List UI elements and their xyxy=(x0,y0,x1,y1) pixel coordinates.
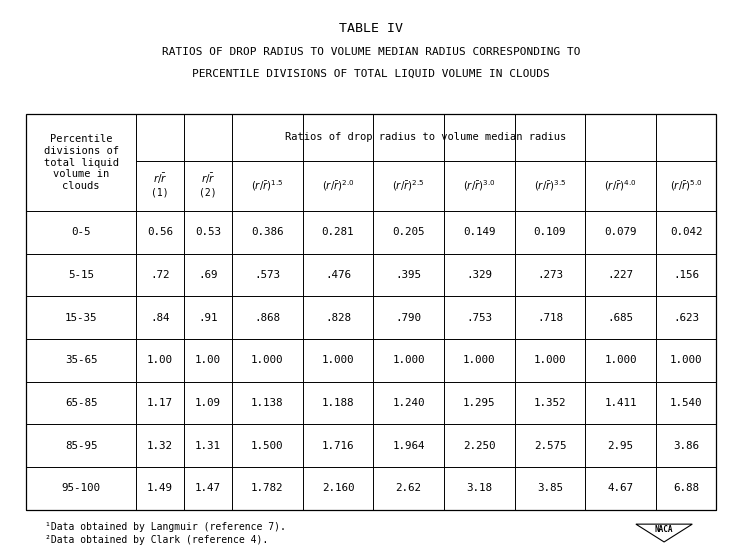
Text: 1.49: 1.49 xyxy=(147,483,173,494)
Text: .718: .718 xyxy=(537,312,563,323)
Text: .573: .573 xyxy=(255,270,280,280)
Text: $r/\bar{r}$: $r/\bar{r}$ xyxy=(153,172,168,186)
Text: 0.56: 0.56 xyxy=(147,227,173,237)
Text: 0.109: 0.109 xyxy=(533,227,566,237)
Text: 2.250: 2.250 xyxy=(463,441,496,451)
Text: 1.295: 1.295 xyxy=(463,398,496,408)
Text: PERCENTILE DIVISIONS OF TOTAL LIQUID VOLUME IN CLOUDS: PERCENTILE DIVISIONS OF TOTAL LIQUID VOL… xyxy=(192,69,550,79)
Text: 3.18: 3.18 xyxy=(466,483,492,494)
Text: 1.17: 1.17 xyxy=(147,398,173,408)
Text: 2.95: 2.95 xyxy=(608,441,634,451)
Text: 85-95: 85-95 xyxy=(65,441,97,451)
Text: .69: .69 xyxy=(198,270,217,280)
Text: .828: .828 xyxy=(325,312,351,323)
Text: 0-5: 0-5 xyxy=(71,227,91,237)
Text: 5-15: 5-15 xyxy=(68,270,94,280)
Text: 1.000: 1.000 xyxy=(251,355,283,365)
Text: .227: .227 xyxy=(608,270,634,280)
Text: .329: .329 xyxy=(466,270,492,280)
Text: 1.000: 1.000 xyxy=(605,355,637,365)
Text: 1.000: 1.000 xyxy=(670,355,702,365)
Text: 2.160: 2.160 xyxy=(322,483,354,494)
Text: RATIOS OF DROP RADIUS TO VOLUME MEDIAN RADIUS CORRESPONDING TO: RATIOS OF DROP RADIUS TO VOLUME MEDIAN R… xyxy=(162,47,580,57)
Text: 1.964: 1.964 xyxy=(393,441,425,451)
Text: $(r/\bar{r})^{3.0}$: $(r/\bar{r})^{3.0}$ xyxy=(463,178,496,193)
Text: 0.149: 0.149 xyxy=(463,227,496,237)
Text: .156: .156 xyxy=(673,270,699,280)
Text: .72: .72 xyxy=(151,270,170,280)
Text: TABLE IV: TABLE IV xyxy=(339,22,403,35)
Text: $(r/\bar{r})^{3.5}$: $(r/\bar{r})^{3.5}$ xyxy=(533,178,566,193)
Text: 1.000: 1.000 xyxy=(533,355,566,365)
Text: 1.411: 1.411 xyxy=(605,398,637,408)
Text: Percentile
divisions of
total liquid
volume in
clouds: Percentile divisions of total liquid vol… xyxy=(44,134,119,191)
Text: 1.138: 1.138 xyxy=(251,398,283,408)
Text: .273: .273 xyxy=(537,270,563,280)
Text: 95-100: 95-100 xyxy=(62,483,101,494)
Text: 0.205: 0.205 xyxy=(393,227,425,237)
Text: .790: .790 xyxy=(395,312,421,323)
Text: Ratios of drop radius to volume median radius: Ratios of drop radius to volume median r… xyxy=(286,133,567,143)
Text: 2.575: 2.575 xyxy=(533,441,566,451)
Text: 15-35: 15-35 xyxy=(65,312,97,323)
Text: 4.67: 4.67 xyxy=(608,483,634,494)
Text: 3.85: 3.85 xyxy=(537,483,563,494)
Text: $(r/\bar{r})^{1.5}$: $(r/\bar{r})^{1.5}$ xyxy=(251,178,283,193)
Text: 1.352: 1.352 xyxy=(533,398,566,408)
Text: (2): (2) xyxy=(199,188,217,198)
Text: 35-65: 35-65 xyxy=(65,355,97,365)
Text: .476: .476 xyxy=(325,270,351,280)
Text: ²Data obtained by Clark (reference 4).: ²Data obtained by Clark (reference 4). xyxy=(45,535,268,545)
Text: .84: .84 xyxy=(151,312,170,323)
Text: 1.782: 1.782 xyxy=(251,483,283,494)
Text: .868: .868 xyxy=(255,312,280,323)
Text: 2.62: 2.62 xyxy=(395,483,421,494)
Text: 1.240: 1.240 xyxy=(393,398,425,408)
Text: $(r/\bar{r})^{2.5}$: $(r/\bar{r})^{2.5}$ xyxy=(393,178,425,193)
Text: 0.079: 0.079 xyxy=(605,227,637,237)
Text: .753: .753 xyxy=(466,312,492,323)
Text: 1.716: 1.716 xyxy=(322,441,354,451)
Text: 0.386: 0.386 xyxy=(251,227,283,237)
Text: 1.188: 1.188 xyxy=(322,398,354,408)
Text: 0.281: 0.281 xyxy=(322,227,354,237)
Text: $(r/\bar{r})^{4.0}$: $(r/\bar{r})^{4.0}$ xyxy=(605,178,637,193)
Text: 0.042: 0.042 xyxy=(670,227,702,237)
Text: 1.09: 1.09 xyxy=(195,398,221,408)
Text: 1.32: 1.32 xyxy=(147,441,173,451)
Text: 0.53: 0.53 xyxy=(195,227,221,237)
Text: 3.86: 3.86 xyxy=(673,441,699,451)
Text: 1.000: 1.000 xyxy=(322,355,354,365)
Text: 1.500: 1.500 xyxy=(251,441,283,451)
Text: NACA: NACA xyxy=(655,525,673,534)
Text: 1.000: 1.000 xyxy=(463,355,496,365)
Text: .685: .685 xyxy=(608,312,634,323)
Text: $(r/\bar{r})^{5.0}$: $(r/\bar{r})^{5.0}$ xyxy=(670,178,702,193)
Text: (1): (1) xyxy=(151,188,169,198)
Text: .91: .91 xyxy=(198,312,217,323)
Text: $r/\bar{r}$: $r/\bar{r}$ xyxy=(200,172,215,186)
Text: 1.47: 1.47 xyxy=(195,483,221,494)
Text: ¹Data obtained by Langmuir (reference 7).: ¹Data obtained by Langmuir (reference 7)… xyxy=(45,522,286,532)
Text: 1.540: 1.540 xyxy=(670,398,702,408)
Text: 1.31: 1.31 xyxy=(195,441,221,451)
Text: $(r/\bar{r})^{2.0}$: $(r/\bar{r})^{2.0}$ xyxy=(322,178,354,193)
Text: .623: .623 xyxy=(673,312,699,323)
Text: 6.88: 6.88 xyxy=(673,483,699,494)
Text: 65-85: 65-85 xyxy=(65,398,97,408)
Text: 1.000: 1.000 xyxy=(393,355,425,365)
Text: 1.00: 1.00 xyxy=(147,355,173,365)
Text: 1.00: 1.00 xyxy=(195,355,221,365)
Text: .395: .395 xyxy=(395,270,421,280)
